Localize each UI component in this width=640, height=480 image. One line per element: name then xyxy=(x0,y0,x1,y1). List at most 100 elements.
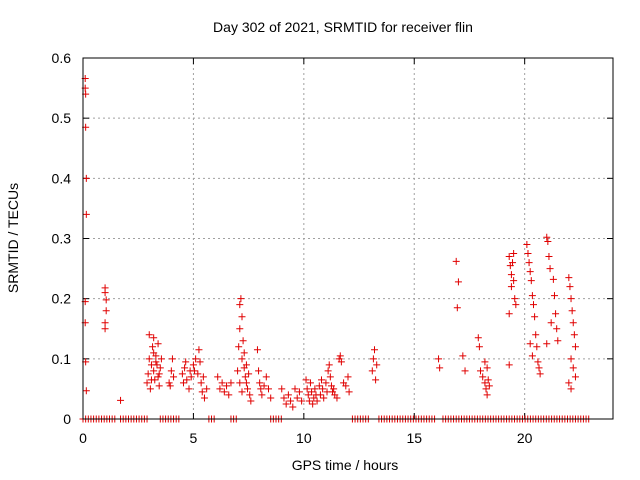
data-point xyxy=(481,379,489,387)
data-point xyxy=(197,379,205,387)
data-point xyxy=(238,388,246,396)
data-point xyxy=(216,385,224,393)
data-point xyxy=(165,379,173,387)
data-point xyxy=(324,367,332,375)
data-point xyxy=(313,397,321,405)
data-point xyxy=(167,367,175,375)
data-point xyxy=(566,283,574,291)
data-point xyxy=(267,394,275,402)
data-point xyxy=(149,343,157,351)
data-point xyxy=(330,385,338,393)
x-tick-label: 5 xyxy=(190,430,198,446)
data-point xyxy=(543,233,551,241)
data-point xyxy=(459,352,467,360)
data-point xyxy=(291,385,299,393)
y-tick-label: 0.4 xyxy=(52,170,72,186)
data-point xyxy=(150,367,158,375)
data-point xyxy=(195,346,203,354)
data-point xyxy=(234,367,242,375)
data-point xyxy=(533,343,541,351)
data-point xyxy=(510,277,518,285)
data-point xyxy=(565,379,573,387)
data-point xyxy=(547,319,555,327)
data-point xyxy=(532,331,540,339)
data-point xyxy=(550,292,558,300)
data-point xyxy=(145,331,153,339)
data-point xyxy=(287,397,295,405)
data-point xyxy=(369,355,377,363)
data-point xyxy=(295,388,303,396)
data-point xyxy=(305,397,313,405)
data-point xyxy=(192,355,200,363)
data-point xyxy=(198,388,206,396)
data-point xyxy=(153,361,161,369)
data-point xyxy=(571,373,579,381)
data-point xyxy=(245,370,253,378)
data-point xyxy=(220,388,228,396)
data-point xyxy=(82,387,90,395)
data-point xyxy=(256,379,264,387)
y-axis-label: SRMTID / TECUs xyxy=(5,183,21,293)
data-point xyxy=(568,307,576,315)
data-point xyxy=(280,394,288,402)
data-point xyxy=(333,394,341,402)
data-point xyxy=(483,391,491,399)
data-point xyxy=(289,403,297,411)
data-point xyxy=(565,274,573,282)
data-point xyxy=(477,367,484,375)
data-point xyxy=(239,337,247,345)
data-point xyxy=(236,301,244,309)
data-point xyxy=(214,373,222,381)
data-point xyxy=(260,382,268,390)
data-point xyxy=(247,397,255,405)
data-point xyxy=(155,370,163,378)
data-point xyxy=(454,278,462,286)
data-point xyxy=(319,385,327,393)
data-point xyxy=(479,373,487,381)
x-axis-label: GPS time / hours xyxy=(292,457,399,473)
data-point xyxy=(144,370,152,378)
data-point xyxy=(567,295,575,303)
data-point xyxy=(143,379,151,387)
data-point xyxy=(242,361,250,369)
data-point xyxy=(223,382,231,390)
data-point xyxy=(196,358,204,366)
data-point xyxy=(183,376,191,384)
y-tick-label: 0 xyxy=(63,411,71,427)
data-point xyxy=(318,376,325,384)
data-point xyxy=(505,253,513,261)
data-point xyxy=(189,361,197,369)
data-point xyxy=(549,275,557,283)
data-point xyxy=(147,376,155,384)
data-point xyxy=(507,271,515,279)
data-point xyxy=(337,358,345,366)
data-point xyxy=(182,358,190,366)
data-point xyxy=(505,361,513,369)
data-point xyxy=(315,382,323,390)
data-point xyxy=(567,355,575,363)
data-point xyxy=(146,385,154,393)
data-point xyxy=(156,364,164,372)
y-tick-label: 0.5 xyxy=(52,110,72,126)
data-point xyxy=(523,241,531,249)
data-point xyxy=(524,250,532,258)
data-point xyxy=(227,379,235,387)
data-point xyxy=(199,373,207,381)
data-point xyxy=(185,385,193,393)
data-point xyxy=(309,400,317,408)
data-point xyxy=(571,343,579,351)
data-point xyxy=(150,334,158,342)
data-point xyxy=(554,337,562,345)
data-point xyxy=(316,391,324,399)
data-point xyxy=(482,385,490,393)
data-point xyxy=(511,295,519,303)
data-point xyxy=(170,373,178,381)
data-point xyxy=(265,385,272,393)
data-point xyxy=(255,367,263,375)
data-point xyxy=(179,379,187,387)
data-point xyxy=(510,250,518,258)
data-point xyxy=(535,364,543,372)
x-tick-label: 20 xyxy=(517,430,533,446)
